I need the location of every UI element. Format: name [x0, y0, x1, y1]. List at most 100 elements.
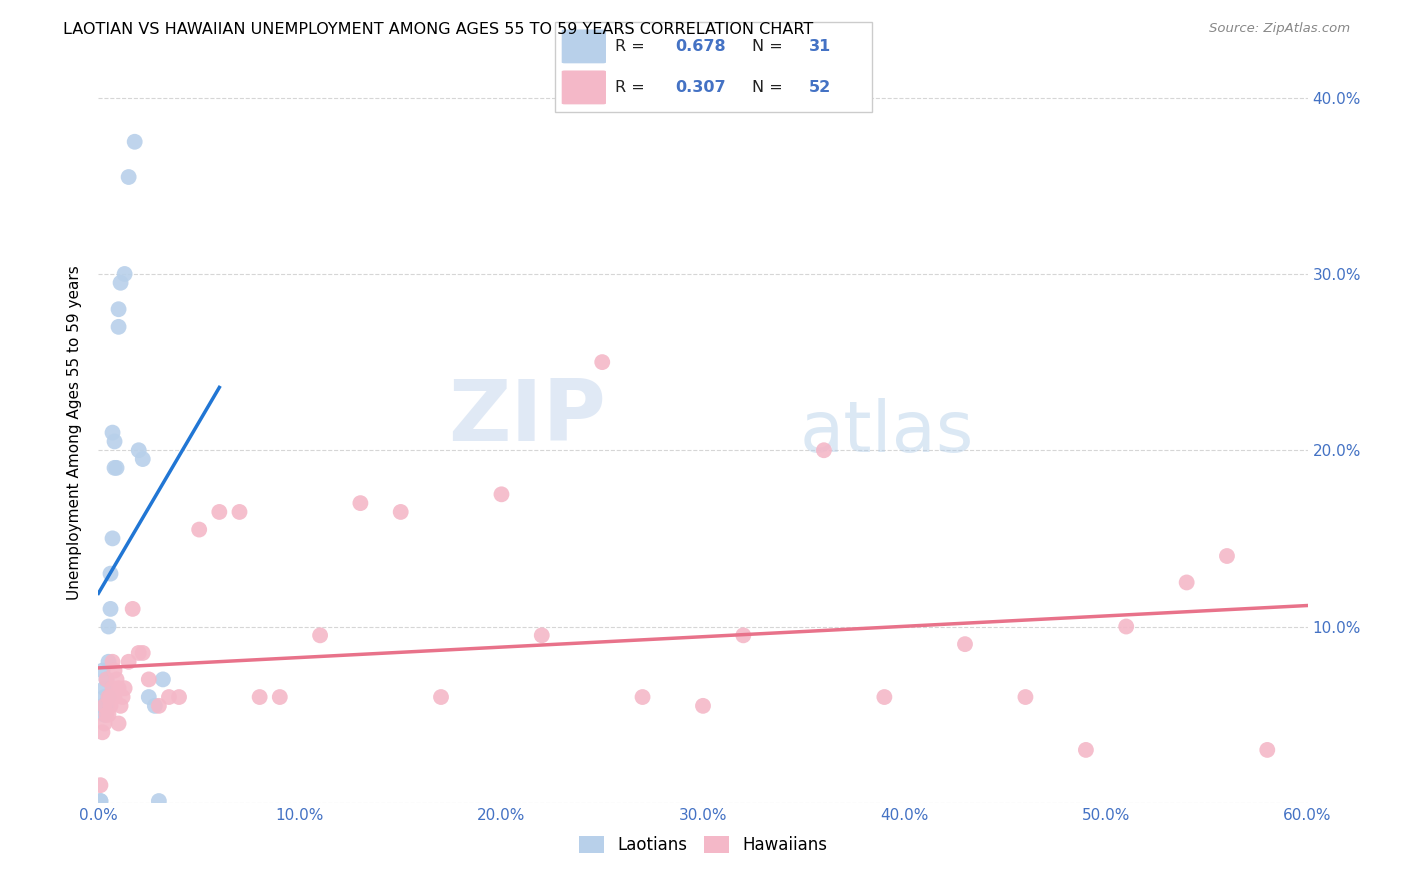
Point	[110, 276, 132, 290]
Point	[1216, 549, 1239, 563]
Point	[93, 707, 115, 722]
Point	[105, 673, 128, 687]
Point	[107, 319, 129, 334]
Text: R =: R =	[616, 80, 645, 95]
Point	[89, 778, 111, 792]
Point	[100, 690, 122, 704]
Text: R =: R =	[616, 39, 645, 54]
Point	[97, 707, 120, 722]
Text: N =: N =	[752, 39, 782, 54]
Point	[121, 602, 143, 616]
Point	[91, 698, 114, 713]
Point	[89, 794, 111, 808]
Point	[103, 434, 125, 449]
FancyBboxPatch shape	[555, 22, 872, 112]
Point	[188, 523, 211, 537]
Point	[128, 646, 150, 660]
Text: N =: N =	[752, 80, 782, 95]
Text: atlas: atlas	[800, 398, 974, 467]
Point	[143, 698, 166, 713]
Text: LAOTIAN VS HAWAIIAN UNEMPLOYMENT AMONG AGES 55 TO 59 YEARS CORRELATION CHART: LAOTIAN VS HAWAIIAN UNEMPLOYMENT AMONG A…	[63, 22, 814, 37]
Point	[107, 716, 129, 731]
Point	[132, 452, 155, 467]
Text: ZIP: ZIP	[449, 376, 606, 459]
Point	[128, 443, 150, 458]
Point	[91, 664, 114, 678]
Text: 52: 52	[808, 80, 831, 95]
Point	[813, 443, 835, 458]
Point	[1175, 575, 1198, 590]
Point	[93, 690, 115, 704]
Point	[103, 690, 125, 704]
Point	[96, 673, 118, 687]
Point	[349, 496, 371, 510]
Point	[118, 169, 141, 184]
Point	[138, 690, 160, 704]
Point	[1074, 743, 1097, 757]
FancyBboxPatch shape	[562, 29, 606, 63]
Point	[96, 707, 118, 722]
Text: Source: ZipAtlas.com: Source: ZipAtlas.com	[1209, 22, 1350, 36]
Point	[93, 681, 115, 696]
Point	[111, 690, 134, 704]
Point	[157, 690, 180, 704]
Point	[114, 267, 136, 281]
Point	[249, 690, 271, 704]
Point	[692, 698, 714, 713]
Text: 0.678: 0.678	[675, 39, 727, 54]
Point	[228, 505, 250, 519]
Point	[1256, 743, 1278, 757]
Point	[132, 646, 155, 660]
Point	[101, 655, 124, 669]
Point	[591, 355, 613, 369]
Text: 0.307: 0.307	[675, 80, 727, 95]
Point	[733, 628, 755, 642]
Point	[105, 461, 128, 475]
Point	[953, 637, 976, 651]
Point	[208, 505, 231, 519]
Point	[96, 673, 118, 687]
Point	[89, 794, 111, 808]
Point	[309, 628, 332, 642]
Legend: Laotians, Hawaiians: Laotians, Hawaiians	[572, 830, 834, 861]
Point	[96, 698, 118, 713]
Point	[124, 135, 146, 149]
Point	[1115, 619, 1137, 633]
Point	[491, 487, 513, 501]
Point	[118, 655, 141, 669]
Point	[97, 690, 120, 704]
Text: 31: 31	[808, 39, 831, 54]
Point	[389, 505, 412, 519]
Point	[93, 716, 115, 731]
Point	[97, 690, 120, 704]
Point	[103, 664, 125, 678]
Point	[873, 690, 896, 704]
FancyBboxPatch shape	[562, 70, 606, 104]
Point	[100, 698, 122, 713]
Point	[138, 673, 160, 687]
Point	[1014, 690, 1036, 704]
Point	[103, 461, 125, 475]
Point	[167, 690, 190, 704]
Point	[269, 690, 291, 704]
Point	[530, 628, 553, 642]
Y-axis label: Unemployment Among Ages 55 to 59 years: Unemployment Among Ages 55 to 59 years	[67, 265, 83, 600]
Point	[114, 681, 136, 696]
Point	[101, 425, 124, 440]
Point	[152, 673, 174, 687]
Point	[107, 681, 129, 696]
Point	[93, 698, 115, 713]
Point	[97, 619, 120, 633]
Point	[101, 532, 124, 546]
Point	[107, 302, 129, 317]
Point	[148, 698, 170, 713]
Point	[100, 566, 122, 581]
Point	[631, 690, 654, 704]
Point	[97, 655, 120, 669]
Point	[100, 602, 122, 616]
Point	[148, 794, 170, 808]
Point	[101, 681, 124, 696]
Point	[91, 725, 114, 739]
Point	[110, 698, 132, 713]
Point	[430, 690, 453, 704]
